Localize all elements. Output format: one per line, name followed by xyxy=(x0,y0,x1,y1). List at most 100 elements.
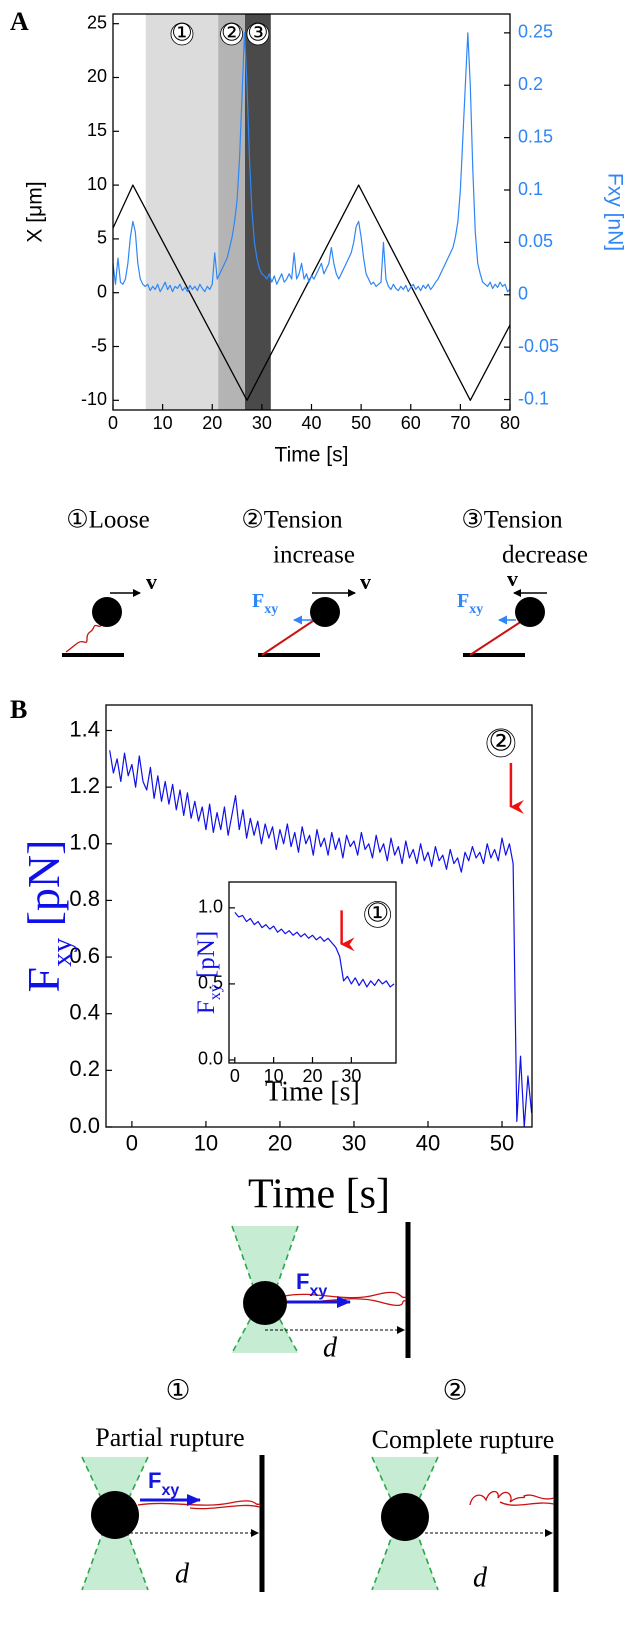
x-tick-label: 80 xyxy=(500,413,520,433)
rupture-scheme: Fxy d ① Partial rupture Fxy d ② Complete… xyxy=(81,1222,559,1593)
force-subscript: xy xyxy=(264,602,278,617)
annotation-label: ① xyxy=(366,898,389,927)
bead xyxy=(243,1281,287,1325)
state-label: ①Loose xyxy=(66,507,150,534)
x-tick-label: 20 xyxy=(268,1130,292,1155)
x-tick-label: 0 xyxy=(230,1066,240,1086)
y-tick-label: 1.0 xyxy=(69,830,100,855)
bead xyxy=(310,597,340,627)
y-axis-label: Fxy [pN] xyxy=(193,931,224,1014)
y2-tick-label: -0.05 xyxy=(518,336,559,356)
y-tick-label: -10 xyxy=(81,389,107,409)
panel-label: A xyxy=(10,7,29,36)
velocity-label: v xyxy=(146,569,157,594)
y2-tick-label: -0.1 xyxy=(518,388,549,408)
force-label: Fxy xyxy=(252,590,278,617)
chart: 0 10 20 30 0.0 0.5 1.0 ① Time [s] xyxy=(198,881,397,1107)
tether xyxy=(261,618,317,656)
region-label: ① xyxy=(171,21,193,47)
bead xyxy=(515,597,545,627)
force-label: Fxy xyxy=(296,1269,327,1300)
axis-label-unit: [pN] xyxy=(193,931,220,978)
velocity-label: v xyxy=(360,569,371,594)
distance-label: d xyxy=(323,1332,338,1363)
series-line xyxy=(109,750,532,1127)
x-tick-label: 40 xyxy=(416,1130,440,1155)
x-tick-label: 10 xyxy=(264,1066,284,1086)
chart: 0 10 20 30 40 50 0.0 0.2 0.4 0.6 0.8 1.0 1.2 1.4 ② Time… xyxy=(69,704,533,1218)
axis-label-unit: [pN] xyxy=(18,840,69,927)
x-tick-label: 10 xyxy=(194,1130,218,1155)
y-tick-label: 5 xyxy=(97,228,107,248)
case-title: Partial rupture xyxy=(95,1423,244,1452)
x-axis-label: Time [s] xyxy=(248,1172,390,1218)
y-tick-label: -5 xyxy=(91,335,107,355)
bead xyxy=(91,1491,139,1539)
case-title: Complete rupture xyxy=(372,1425,555,1454)
region xyxy=(245,14,271,410)
x-tick-label: 30 xyxy=(252,413,272,433)
y-tick-label: 0.5 xyxy=(198,973,223,993)
axis-label-symbol: F xyxy=(18,967,69,993)
force-label: Fxy xyxy=(457,590,483,617)
plot-frame xyxy=(105,704,533,1128)
annotation-label: ② xyxy=(488,726,513,757)
y2-tick-label: 0.25 xyxy=(518,22,553,42)
series-line xyxy=(234,912,395,988)
panel-label: B xyxy=(10,695,27,724)
x-tick-label: 30 xyxy=(341,1066,361,1086)
y-axis-label: Fxy [pN] xyxy=(18,840,78,993)
state-schemes: ①Loose ②Tension increase ③Tension decrea… xyxy=(62,507,588,657)
x-axis-label: Time [s] xyxy=(275,444,349,467)
x-tick-label: 10 xyxy=(153,413,173,433)
x-tick-label: 60 xyxy=(401,413,421,433)
y-tick-label: 0 xyxy=(97,281,107,301)
distance-label: d xyxy=(473,1562,488,1593)
state-label: increase xyxy=(273,542,355,569)
axis-label-subscript: xy xyxy=(46,937,78,967)
y-tick-label: 0.8 xyxy=(69,886,100,911)
y-tick-label: 0.0 xyxy=(198,1049,223,1069)
y-tick-label: 1.0 xyxy=(198,897,223,917)
x-axis-label: Time [s] xyxy=(265,1076,360,1107)
y2-axis-label: Fxy [nN] xyxy=(603,173,626,251)
series-line xyxy=(113,32,510,293)
state-label: decrease xyxy=(502,542,588,569)
case-number: ① xyxy=(165,1374,190,1407)
x-tick-label: 20 xyxy=(202,413,222,433)
y2-tick-label: 0.05 xyxy=(518,231,553,251)
force-symbol: F xyxy=(252,590,264,612)
bead xyxy=(381,1493,429,1541)
x-tick-label: 30 xyxy=(342,1130,366,1155)
region-badge xyxy=(246,22,270,46)
distance-label: d xyxy=(175,1558,190,1589)
y2-tick-label: 0.15 xyxy=(518,126,553,146)
bead xyxy=(92,597,122,627)
y-tick-label: 1.4 xyxy=(69,716,100,741)
y-tick-label: 15 xyxy=(87,120,107,140)
y-tick-label: 1.2 xyxy=(69,773,100,798)
x-tick-label: 0 xyxy=(126,1130,138,1155)
tether xyxy=(137,1500,261,1506)
y-tick-label: 20 xyxy=(87,66,107,86)
force-symbol: F xyxy=(457,590,469,612)
tether xyxy=(189,1504,261,1510)
y-tick-label: 0.0 xyxy=(69,1113,100,1138)
axis-label-symbol: F xyxy=(193,1000,220,1014)
x-tick-label: 50 xyxy=(351,413,371,433)
region-badge xyxy=(220,22,244,46)
tether xyxy=(469,620,523,656)
y-tick-label: 0.6 xyxy=(69,943,100,968)
force-label: Fxy xyxy=(148,1468,179,1499)
x-tick-label: 70 xyxy=(450,413,470,433)
series-line xyxy=(113,184,510,401)
state-label: ③Tension xyxy=(461,507,563,534)
region xyxy=(218,14,246,410)
y2-tick-label: 0 xyxy=(518,284,528,304)
y-tick-label: 10 xyxy=(87,174,107,194)
force-symbol: F xyxy=(296,1269,309,1294)
y-axis-label: X [μm] xyxy=(24,181,47,242)
x-tick-label: 0 xyxy=(108,413,118,433)
